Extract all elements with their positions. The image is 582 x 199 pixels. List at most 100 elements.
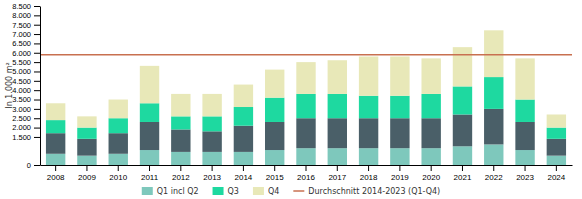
y-axis: 01.5002.0002.5003.0003.5004.0004.5005.00… — [12, 2, 40, 170]
x-tick-mark — [493, 165, 494, 171]
y-tick-label: 0 — [27, 161, 31, 170]
bar-segment — [515, 58, 534, 99]
x-tick-mark — [556, 165, 557, 171]
bar-segment — [234, 152, 253, 165]
x-tick-label: 2024 — [547, 173, 565, 182]
y-tick: 5.500 — [12, 58, 40, 67]
bar-segment — [359, 118, 378, 148]
y-tick-mark — [34, 6, 40, 7]
bar-segment — [484, 144, 503, 165]
bar-segment — [328, 60, 347, 94]
y-tick-label: 2.500 — [12, 114, 31, 123]
bar-segment — [46, 103, 65, 120]
y-tick-mark — [34, 71, 40, 72]
y-tick: 3.000 — [12, 105, 40, 114]
y-tick-label: 4.000 — [12, 86, 31, 95]
y-tick: 7.500 — [12, 21, 40, 30]
x-tick: 2016 — [297, 165, 315, 182]
bar-segment — [421, 58, 440, 94]
x-tick-label: 2014 — [235, 173, 253, 182]
bar-segment — [109, 118, 128, 133]
y-tick-mark — [34, 15, 40, 16]
bar-segment — [140, 66, 159, 103]
y-axis-line — [40, 7, 41, 166]
bar-segment — [109, 100, 128, 119]
x-tick-mark — [462, 165, 463, 171]
chart: 2008200920102011201220132014201520162017… — [0, 0, 582, 199]
bar-segment — [390, 57, 409, 96]
y-tick-mark — [34, 81, 40, 82]
x-tick: 2012 — [172, 165, 190, 182]
x-tick: 2011 — [141, 165, 159, 182]
y-tick-mark — [34, 118, 40, 119]
legend-item: Q1 incl Q2 — [142, 187, 199, 196]
x-tick-label: 2019 — [391, 173, 409, 182]
x-tick: 2009 — [78, 165, 96, 182]
bar-segment — [140, 103, 159, 122]
bar-segment — [171, 94, 190, 116]
bar-segment — [328, 118, 347, 148]
x-tick-mark — [306, 165, 307, 171]
bar-segment — [77, 156, 96, 165]
bar-segment — [515, 122, 534, 150]
bar-segment — [484, 109, 503, 145]
y-tick: 4.500 — [12, 77, 40, 86]
x-tick-label: 2010 — [109, 173, 127, 182]
y-axis-title: In 1.000 m² — [5, 62, 14, 108]
marks — [40, 30, 572, 165]
y-tick-label: 8.000 — [12, 11, 31, 20]
legend-item: Q3 — [213, 187, 239, 196]
bar-segment — [296, 94, 315, 118]
legend-label: Q3 — [228, 187, 239, 196]
x-tick: 2022 — [485, 165, 503, 182]
y-tick: 4.000 — [12, 86, 40, 95]
x-tick-label: 2018 — [360, 173, 378, 182]
y-tick-mark — [34, 109, 40, 110]
bar-segment — [265, 122, 284, 150]
y-tick-label: 1.500 — [12, 133, 31, 142]
y-tick-label: 7.500 — [12, 21, 31, 30]
legend: Q1 incl Q2 Q3 Q4 Durchschnitt 2014-2023 (Q1… — [142, 187, 440, 196]
bar-segment — [46, 133, 65, 154]
y-tick-mark — [34, 43, 40, 44]
bar-segment — [234, 85, 253, 107]
bar-segment — [77, 128, 96, 139]
bar-segment — [171, 116, 190, 129]
x-tick: 2017 — [328, 165, 346, 182]
x-tick-mark — [431, 165, 432, 171]
bar-segment — [515, 150, 534, 165]
bar-segment — [453, 47, 472, 86]
x-tick-label: 2012 — [172, 173, 190, 182]
bar-segment — [202, 94, 221, 116]
x-tick-mark — [274, 165, 275, 171]
x-tick-label: 2023 — [516, 173, 534, 182]
x-tick-mark — [368, 165, 369, 171]
y-tick-mark — [34, 34, 40, 35]
bar-segment — [202, 131, 221, 152]
bar-segment — [547, 139, 566, 156]
y-tick-mark — [34, 165, 40, 166]
x-tick-mark — [180, 165, 181, 171]
bar-segment — [234, 126, 253, 152]
bar-segment — [453, 114, 472, 146]
x-tick-label: 2011 — [141, 173, 159, 182]
bar-segment — [202, 116, 221, 131]
y-tick: 7.000 — [12, 30, 40, 39]
y-tick-mark — [34, 128, 40, 129]
legend-label: Q4 — [268, 187, 279, 196]
x-tick: 2024 — [547, 165, 565, 182]
bar-segment — [171, 129, 190, 151]
legend-label: Durchschnitt 2014-2023 (Q1-Q4) — [308, 187, 440, 196]
legend-swatch — [142, 187, 153, 195]
bar-segment — [202, 152, 221, 165]
bar-segment — [453, 86, 472, 114]
bar-segment — [77, 139, 96, 156]
bar-segment — [296, 148, 315, 165]
x-tick-mark — [337, 165, 338, 171]
x-tick-label: 2008 — [47, 173, 65, 182]
bar-segment — [359, 57, 378, 96]
bar-segment — [515, 100, 534, 122]
y-tick: 3.500 — [12, 95, 40, 104]
x-tick: 2015 — [266, 165, 284, 182]
x-tick-mark — [399, 165, 400, 171]
